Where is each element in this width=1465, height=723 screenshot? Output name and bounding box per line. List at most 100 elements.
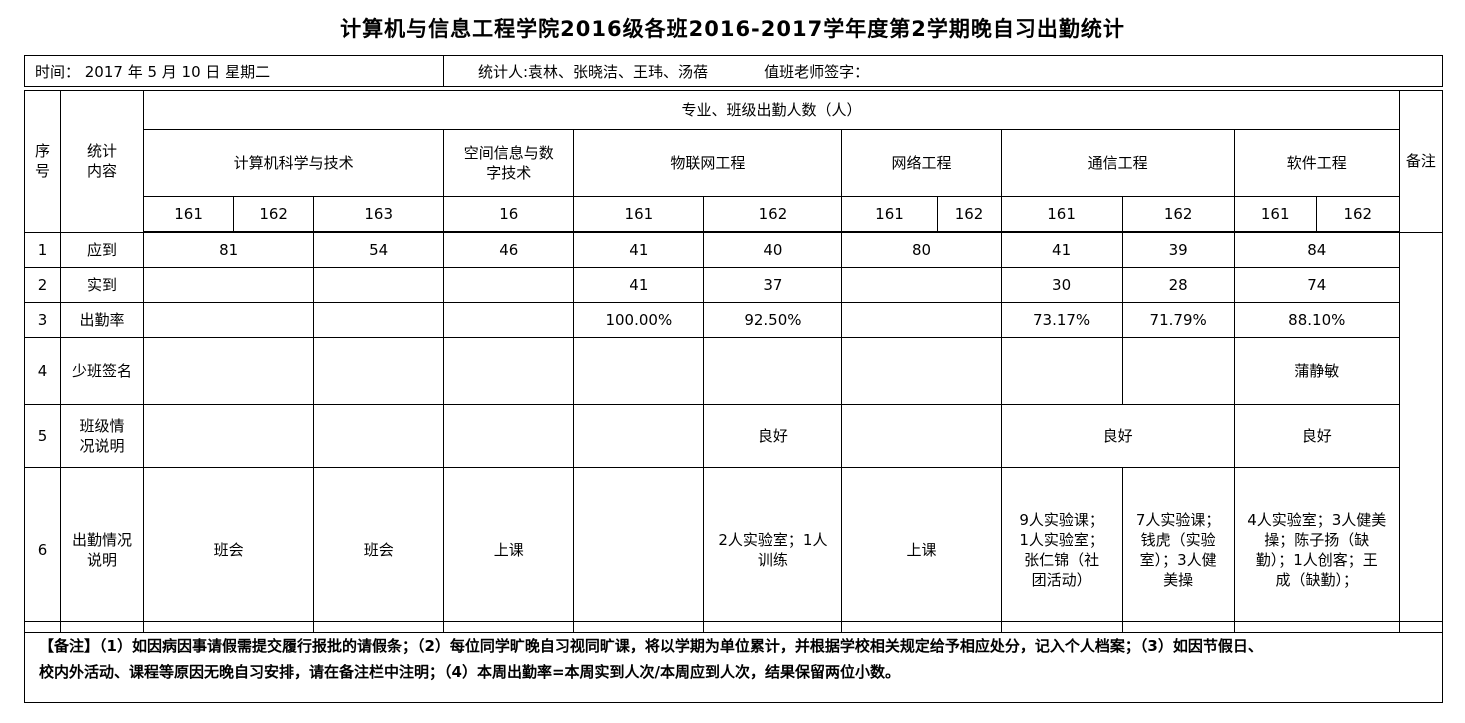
data-cell <box>313 337 445 405</box>
data-cell <box>143 337 315 405</box>
table-row: 6 出勤情况 说明 班会 班会 上课 2人实验室；1人 训练 上课 9人实验课； 1人实验室；… <box>23 467 1443 633</box>
row-number-cell: 5 <box>23 404 62 468</box>
row-number-cell: 3 <box>23 302 62 338</box>
row-label-cell: 出勤率 <box>60 302 145 338</box>
data-cell: 73.17% <box>1000 302 1123 338</box>
data-cell: 100.00% <box>573 302 705 338</box>
class-number-cell: 161 <box>841 196 938 233</box>
data-cell: 上课 <box>841 467 1002 633</box>
data-cell <box>143 302 315 338</box>
data-cell: 30 <box>1000 267 1123 303</box>
row-label-cell: 应到 <box>60 231 145 268</box>
row-number-cell: 6 <box>23 467 62 633</box>
major-header-cell: 计算机科学与技术 <box>143 129 445 197</box>
statistician-section: 统计人:袁林、张晓洁、王玮、汤蓓 值班老师签字： <box>443 56 1442 86</box>
data-cell: 88.10% <box>1233 302 1400 338</box>
data-cell <box>703 337 843 405</box>
data-cell: 41 <box>573 231 705 268</box>
class-number-cell: 16 <box>443 196 575 233</box>
class-number-cell: 161 <box>1233 196 1317 233</box>
data-cell <box>841 337 1002 405</box>
span-header: 专业、班级出勤人数（人） <box>143 90 1400 130</box>
class-number-cell: 162 <box>703 196 843 233</box>
data-cell: 46 <box>443 231 575 268</box>
data-cell: 37 <box>703 267 843 303</box>
class-number-cell: 161 <box>143 196 235 233</box>
content-column-header: 统计 内容 <box>60 90 145 233</box>
row-label-cell: 少班签名 <box>60 337 145 405</box>
data-cell: 84 <box>1233 231 1400 268</box>
data-cell <box>313 404 445 468</box>
major-header-cell: 软件工程 <box>1233 129 1400 197</box>
page-title: 计算机与信息工程学院2016级各班2016-2017学年度第2学期晚自习出勤统计 <box>340 17 1125 41</box>
data-cell <box>313 267 445 303</box>
attendance-table: 序号 统计 内容 专业、班级出勤人数（人） 备注 计算机科学与技术 空间信息与数 字技术物… <box>23 90 1444 633</box>
table-row: 4 少班签名 蒲静敏 <box>23 337 1443 405</box>
data-cell <box>143 267 315 303</box>
data-cell: 39 <box>1121 231 1235 268</box>
data-cell: 81 <box>143 231 315 268</box>
data-cell: 40 <box>703 231 843 268</box>
table-row: 3 出勤率 100.00% 92.50% 73.17% 71.79% 88.10% <box>23 302 1443 338</box>
data-cell: 54 <box>313 231 445 268</box>
row-number-cell: 4 <box>23 337 62 405</box>
class-number-cell: 162 <box>1315 196 1400 233</box>
data-cell: 28 <box>1121 267 1235 303</box>
data-cell <box>1121 337 1235 405</box>
table-row: 1 应到 81 54 46 41 40 80 41 39 84 <box>23 231 1444 633</box>
table-row: 2 实到 41 37 30 28 74 <box>23 267 1443 303</box>
row-label-cell: 班级情 况说明 <box>60 404 145 468</box>
data-cell: 良好 <box>1000 404 1235 468</box>
data-cell: 71.79% <box>1121 302 1235 338</box>
data-cell <box>841 404 1002 468</box>
data-cell: 80 <box>841 231 1002 268</box>
data-cell <box>313 302 445 338</box>
data-cell: 74 <box>1233 267 1400 303</box>
data-cell: 2人实验室；1人 训练 <box>703 467 843 633</box>
row-label-cell: 实到 <box>60 267 145 303</box>
info-row: 时间： 2017 年 5 月 10 日 星期二 统计人:袁林、张晓洁、王玮、汤蓓… <box>24 55 1443 87</box>
data-cell: 7人实验课； 钱虎（实验 室）；3人健 美操 <box>1121 467 1235 633</box>
data-cell: 蒲静敏 <box>1233 337 1400 405</box>
major-header-cell: 网络工程 <box>841 129 1002 197</box>
data-cell <box>443 302 575 338</box>
data-cell: 4人实验室；3人健美 操；陈子扬（缺 勤）；1人创客；王 成（缺勤）； <box>1233 467 1400 633</box>
seq-column-header: 序号 <box>23 90 62 233</box>
data-cell <box>573 467 705 633</box>
data-cell: 上课 <box>443 467 575 633</box>
row-label-cell: 出勤情况 说明 <box>60 467 145 633</box>
teacher-signature-label: 值班老师签字： <box>764 62 870 81</box>
data-cell: 良好 <box>703 404 843 468</box>
data-cell <box>143 404 315 468</box>
remark-footer: 【备注】（1）如因病因事请假需提交履行报批的请假条；（2）每位同学旷晚自习视同旷… <box>24 621 1443 703</box>
data-cell <box>573 337 705 405</box>
data-cell: 9人实验课； 1人实验室； 张仁锦（社 团活动） <box>1000 467 1123 633</box>
table-row: 5 班级情 况说明 良好 良好 良好 <box>23 404 1443 468</box>
class-number-cell: 161 <box>1000 196 1123 233</box>
row-number-cell: 2 <box>23 267 62 303</box>
row-number-cell: 1 <box>23 231 62 268</box>
remark-column-header: 备注 <box>1398 90 1444 233</box>
major-header-cell: 通信工程 <box>1000 129 1235 197</box>
remark-empty-cell <box>1398 231 1444 633</box>
class-number-cell: 162 <box>1121 196 1235 233</box>
data-cell: 92.50% <box>703 302 843 338</box>
statistician-names: 统计人:袁林、张晓洁、王玮、汤蓓 <box>478 62 709 81</box>
date-field: 时间： 2017 年 5 月 10 日 星期二 <box>35 62 271 81</box>
class-number-cell: 162 <box>233 196 315 233</box>
data-cell: 41 <box>573 267 705 303</box>
data-cell <box>573 404 705 468</box>
data-cell <box>841 302 1002 338</box>
data-cell: 班会 <box>313 467 445 633</box>
data-cell <box>1000 337 1123 405</box>
data-cell <box>443 337 575 405</box>
data-cell <box>841 267 1002 303</box>
major-header-cell: 物联网工程 <box>573 129 843 197</box>
data-cell <box>443 404 575 468</box>
major-header-cell: 空间信息与数 字技术 <box>443 129 575 197</box>
class-number-cell: 161 <box>573 196 705 233</box>
class-number-cell: 162 <box>936 196 1002 233</box>
data-cell: 良好 <box>1233 404 1400 468</box>
data-cell <box>443 267 575 303</box>
